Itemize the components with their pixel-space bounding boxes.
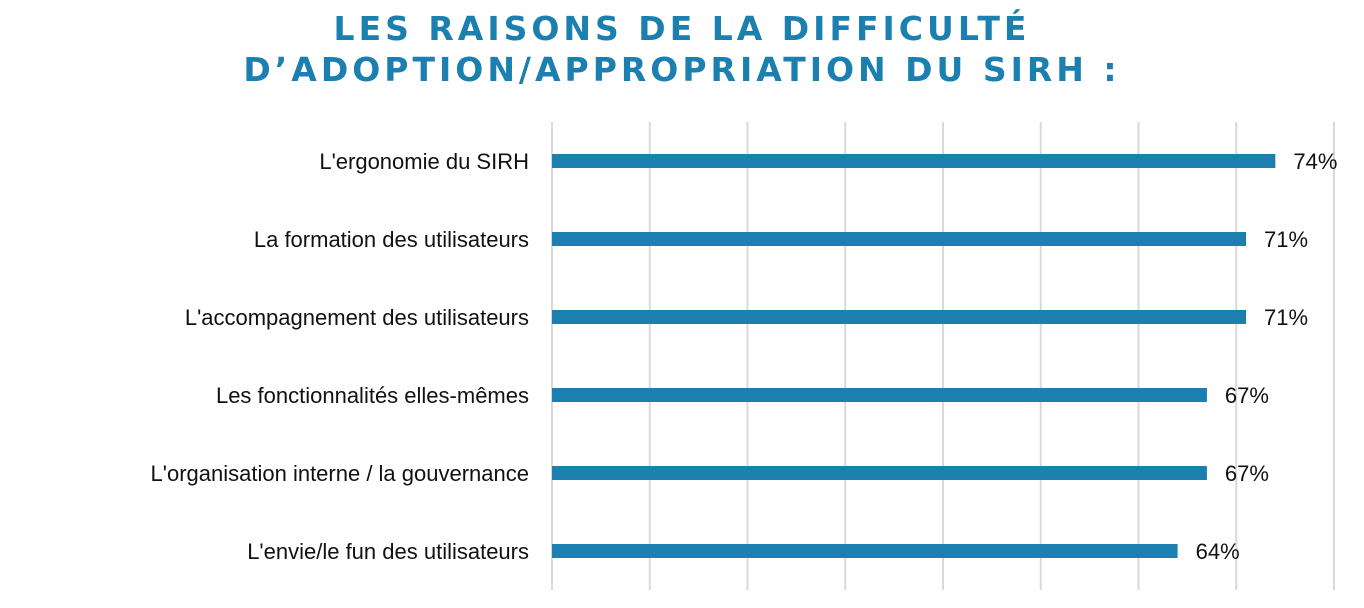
category-label: Les fonctionnalités elles-mêmes xyxy=(216,383,529,408)
category-label: L'ergonomie du SIRH xyxy=(319,149,529,174)
chart-title-line-2: D’ADOPTION/APPROPRIATION DU SIRH : xyxy=(243,50,1121,89)
chart-title: LES RAISONS DE LA DIFFICULTÉ D’ADOPTION/… xyxy=(0,8,1364,90)
value-labels: 74% 71% 71% 67% 67% 64% xyxy=(1196,149,1338,564)
bar xyxy=(552,466,1207,480)
bar xyxy=(552,388,1207,402)
category-label: L'envie/le fun des utilisateurs xyxy=(247,539,529,564)
gridlines xyxy=(551,122,1335,590)
value-label: 71% xyxy=(1264,227,1308,252)
value-label: 67% xyxy=(1225,461,1269,486)
chart-title-line-1: LES RAISONS DE LA DIFFICULTÉ xyxy=(333,9,1031,48)
value-label: 71% xyxy=(1264,305,1308,330)
value-label: 64% xyxy=(1196,539,1240,564)
bar xyxy=(552,232,1247,246)
category-label: L'accompagnement des utilisateurs xyxy=(185,305,529,330)
category-label: La formation des utilisateurs xyxy=(254,227,529,252)
bar xyxy=(552,544,1178,558)
value-label: 67% xyxy=(1225,383,1269,408)
bars xyxy=(552,154,1276,558)
bar xyxy=(552,154,1276,168)
category-label: L'organisation interne / la gouvernance xyxy=(151,461,529,486)
value-label: 74% xyxy=(1293,149,1337,174)
category-labels: L'ergonomie du SIRH La formation des util… xyxy=(151,149,529,564)
bar xyxy=(552,310,1247,324)
